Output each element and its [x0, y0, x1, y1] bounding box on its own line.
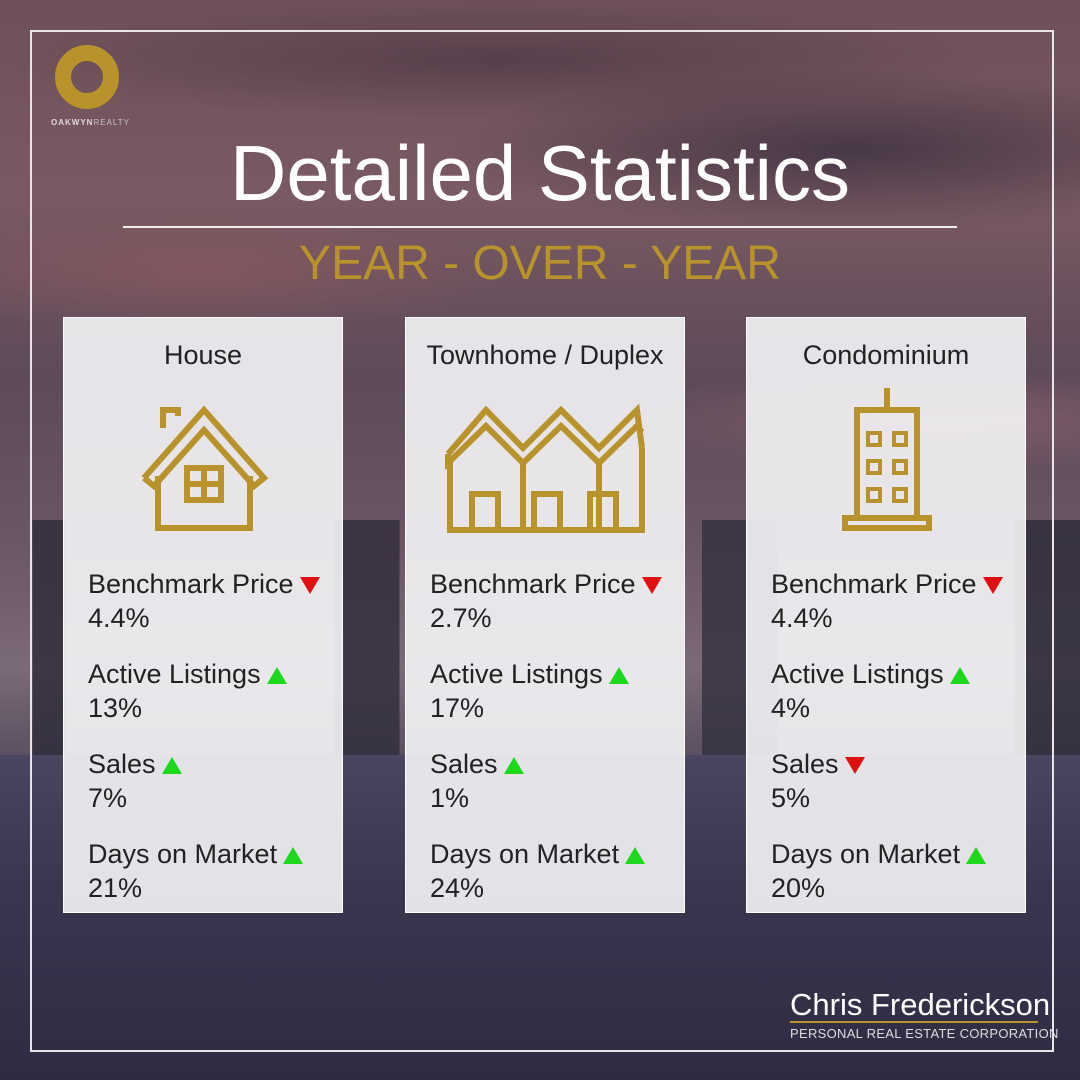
stat-label: Sales [88, 749, 156, 779]
agent-first-name: Chris [790, 987, 863, 1022]
frame-border [30, 30, 1054, 1052]
stat-label: Benchmark Price [430, 569, 636, 599]
card-title: Townhome / Duplex [426, 340, 664, 370]
stat-item: Days on Market 20% [771, 837, 987, 905]
page-title: Detailed Statistics [230, 129, 850, 217]
card-title: House [163, 340, 243, 370]
stat-item: Active Listings 4% [771, 657, 970, 725]
stat-label: Days on Market [771, 839, 961, 869]
stat-value: 7% [88, 783, 128, 813]
stat-item: Sales 5% [771, 747, 865, 815]
stat-label: Active Listings [771, 659, 944, 689]
arrow-up-icon [949, 667, 970, 685]
oakwyn-logo-icon [55, 45, 119, 109]
stats-card: House Benchmark Price 4.4% Active Listings 1… [63, 317, 343, 913]
stat-item: Days on Market 21% [88, 837, 304, 905]
stat-label: Active Listings [430, 659, 603, 689]
arrow-up-icon [625, 847, 646, 865]
arrow-up-icon [503, 757, 524, 775]
arrow-up-icon [608, 667, 629, 685]
condo-building-icon [747, 388, 1025, 538]
agent-divider [790, 1021, 1038, 1023]
agent-corporation: PERSONAL REAL ESTATE CORPORATION [790, 1026, 1059, 1041]
stat-label: Active Listings [88, 659, 261, 689]
stat-label: Benchmark Price [88, 569, 294, 599]
logo-text: OAKWYNREALTY [51, 118, 130, 127]
stat-item: Active Listings 17% [430, 657, 629, 725]
arrow-up-icon [161, 757, 182, 775]
stats-card: Townhome / Duplex Benchmark Price 2.7% Acti… [405, 317, 685, 913]
agent-last-name: Frederickson [870, 987, 1051, 1022]
agent-name: Chris Frederickson [790, 987, 1050, 1023]
stat-label: Days on Market [88, 839, 278, 869]
logo-text-bold: OAKWYN [51, 118, 94, 127]
stat-value: 1% [430, 783, 470, 813]
stat-value: 13% [88, 693, 143, 723]
stat-value: 2.7% [430, 603, 492, 633]
stat-item: Sales 1% [430, 747, 524, 815]
stat-label: Benchmark Price [771, 569, 977, 599]
title-divider [123, 226, 957, 228]
stat-value: 17% [430, 693, 485, 723]
arrow-down-icon [641, 577, 662, 595]
stat-label: Sales [430, 749, 498, 779]
logo-text-light: REALTY [93, 118, 130, 127]
stat-value: 24% [430, 873, 485, 903]
stat-value: 4.4% [771, 603, 833, 633]
arrow-up-icon [966, 847, 987, 865]
arrow-down-icon [299, 577, 320, 595]
arrow-up-icon [283, 847, 304, 865]
stats-card: Condominium Benchmark Price 4.4% Active Lis… [746, 317, 1026, 913]
stat-label: Sales [771, 749, 839, 779]
stat-item: Days on Market 24% [430, 837, 646, 905]
card-title: Condominium [802, 340, 970, 370]
stat-item: Benchmark Price 2.7% [430, 567, 662, 635]
stat-value: 5% [771, 783, 811, 813]
stat-item: Benchmark Price 4.4% [771, 567, 1003, 635]
stat-value: 21% [88, 873, 143, 903]
arrow-down-icon [844, 757, 865, 775]
stat-value: 4.4% [88, 603, 150, 633]
stat-item: Sales 7% [88, 747, 182, 815]
stat-label: Days on Market [430, 839, 620, 869]
house-icon [64, 388, 342, 538]
stat-value: 20% [771, 873, 826, 903]
arrow-down-icon [982, 577, 1003, 595]
stat-value: 4% [771, 693, 811, 723]
page-subtitle: YEAR - OVER - YEAR [299, 237, 781, 290]
arrow-up-icon [266, 667, 287, 685]
stat-item: Active Listings 13% [88, 657, 287, 725]
townhome-icon [406, 388, 684, 538]
stat-item: Benchmark Price 4.4% [88, 567, 320, 635]
